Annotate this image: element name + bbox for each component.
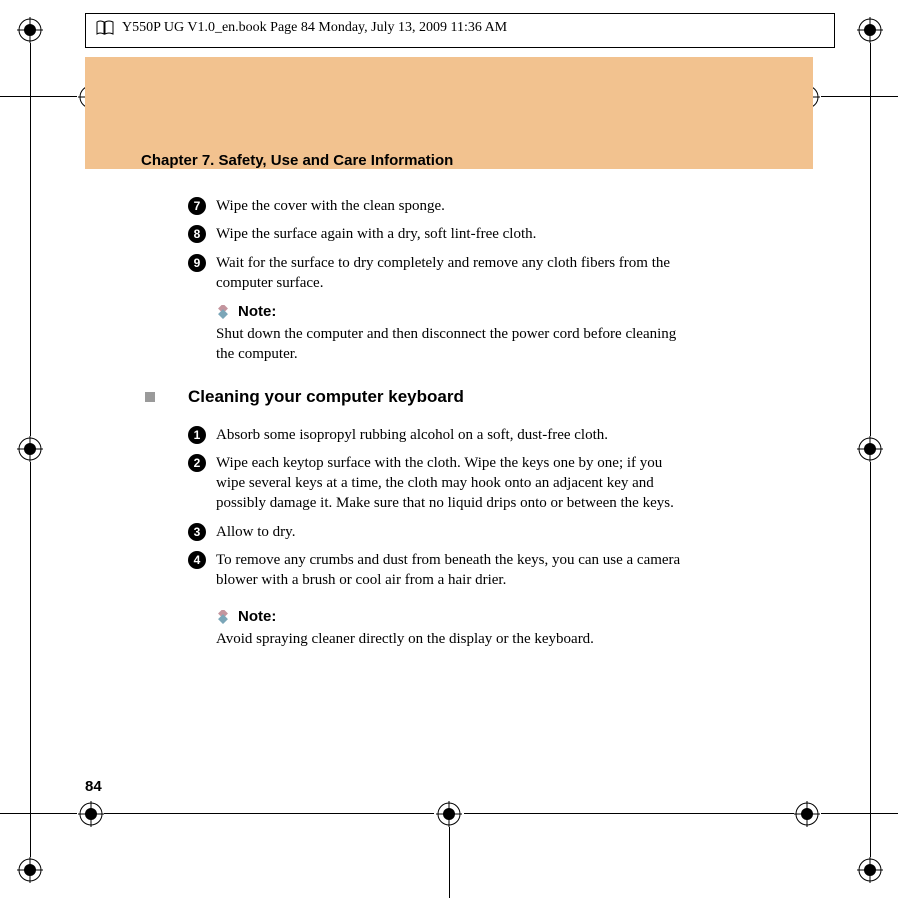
registration-mark-icon <box>78 801 104 827</box>
step-number-bullet: 7 <box>188 197 206 215</box>
step-text: Wipe each keytop surface with the cloth.… <box>216 453 688 514</box>
step-number-bullet: 4 <box>188 551 206 569</box>
section-title: Cleaning your computer keyboard <box>188 387 464 407</box>
book-header: Y550P UG V1.0_en.book Page 84 Monday, Ju… <box>85 13 835 48</box>
registration-mark-icon <box>17 436 43 462</box>
registration-mark-icon <box>17 857 43 883</box>
crop-line <box>870 462 871 857</box>
section-heading-row: Cleaning your computer keyboard <box>145 387 688 407</box>
registration-mark-icon <box>17 17 43 43</box>
note-block: Note: Shut down the computer and then di… <box>216 303 688 365</box>
registration-mark-icon <box>794 801 820 827</box>
note-text: Shut down the computer and then disconne… <box>216 324 688 365</box>
crop-line <box>30 462 31 857</box>
note-block: Note: Avoid spraying cleaner directly on… <box>216 608 688 649</box>
header-text: Y550P UG V1.0_en.book Page 84 Monday, Ju… <box>122 20 507 36</box>
crop-line <box>464 813 794 814</box>
step-row: 3 Allow to dry. <box>188 522 688 542</box>
page-content: 7 Wipe the cover with the clean sponge. … <box>188 196 688 664</box>
crop-line <box>30 43 31 436</box>
crop-line <box>449 827 450 898</box>
step-text: Allow to dry. <box>216 522 295 542</box>
crop-line <box>821 96 898 97</box>
crop-line <box>870 43 871 436</box>
step-number-bullet: 3 <box>188 523 206 541</box>
diamond-icon <box>216 610 230 624</box>
step-row: 4 To remove any crumbs and dust from ben… <box>188 550 688 591</box>
registration-mark-icon <box>436 801 462 827</box>
step-row: 2 Wipe each keytop surface with the clot… <box>188 453 688 514</box>
step-row: 7 Wipe the cover with the clean sponge. <box>188 196 688 216</box>
step-row: 8 Wipe the surface again with a dry, sof… <box>188 224 688 244</box>
step-row: 9 Wait for the surface to dry completely… <box>188 253 688 294</box>
step-text: Wipe the surface again with a dry, soft … <box>216 224 536 244</box>
page-number: 84 <box>85 778 102 795</box>
step-text: Wait for the surface to dry completely a… <box>216 253 688 294</box>
crop-line <box>104 813 434 814</box>
step-text: To remove any crumbs and dust from benea… <box>216 550 688 591</box>
note-label: Note: <box>238 608 276 625</box>
step-text: Wipe the cover with the clean sponge. <box>216 196 445 216</box>
step-number-bullet: 8 <box>188 225 206 243</box>
chapter-title: Chapter 7. Safety, Use and Care Informat… <box>141 152 453 169</box>
registration-mark-icon <box>857 857 883 883</box>
step-number-bullet: 1 <box>188 426 206 444</box>
step-number-bullet: 9 <box>188 254 206 272</box>
step-text: Absorb some isopropyl rubbing alcohol on… <box>216 425 608 445</box>
crop-line <box>0 813 77 814</box>
book-icon <box>96 20 114 36</box>
crop-line <box>0 96 77 97</box>
note-text: Avoid spraying cleaner directly on the d… <box>216 629 688 649</box>
registration-mark-icon <box>857 17 883 43</box>
note-label: Note: <box>238 303 276 320</box>
crop-line <box>821 813 898 814</box>
step-row: 1 Absorb some isopropyl rubbing alcohol … <box>188 425 688 445</box>
square-bullet-icon <box>145 392 155 402</box>
registration-mark-icon <box>857 436 883 462</box>
step-number-bullet: 2 <box>188 454 206 472</box>
diamond-icon <box>216 305 230 319</box>
